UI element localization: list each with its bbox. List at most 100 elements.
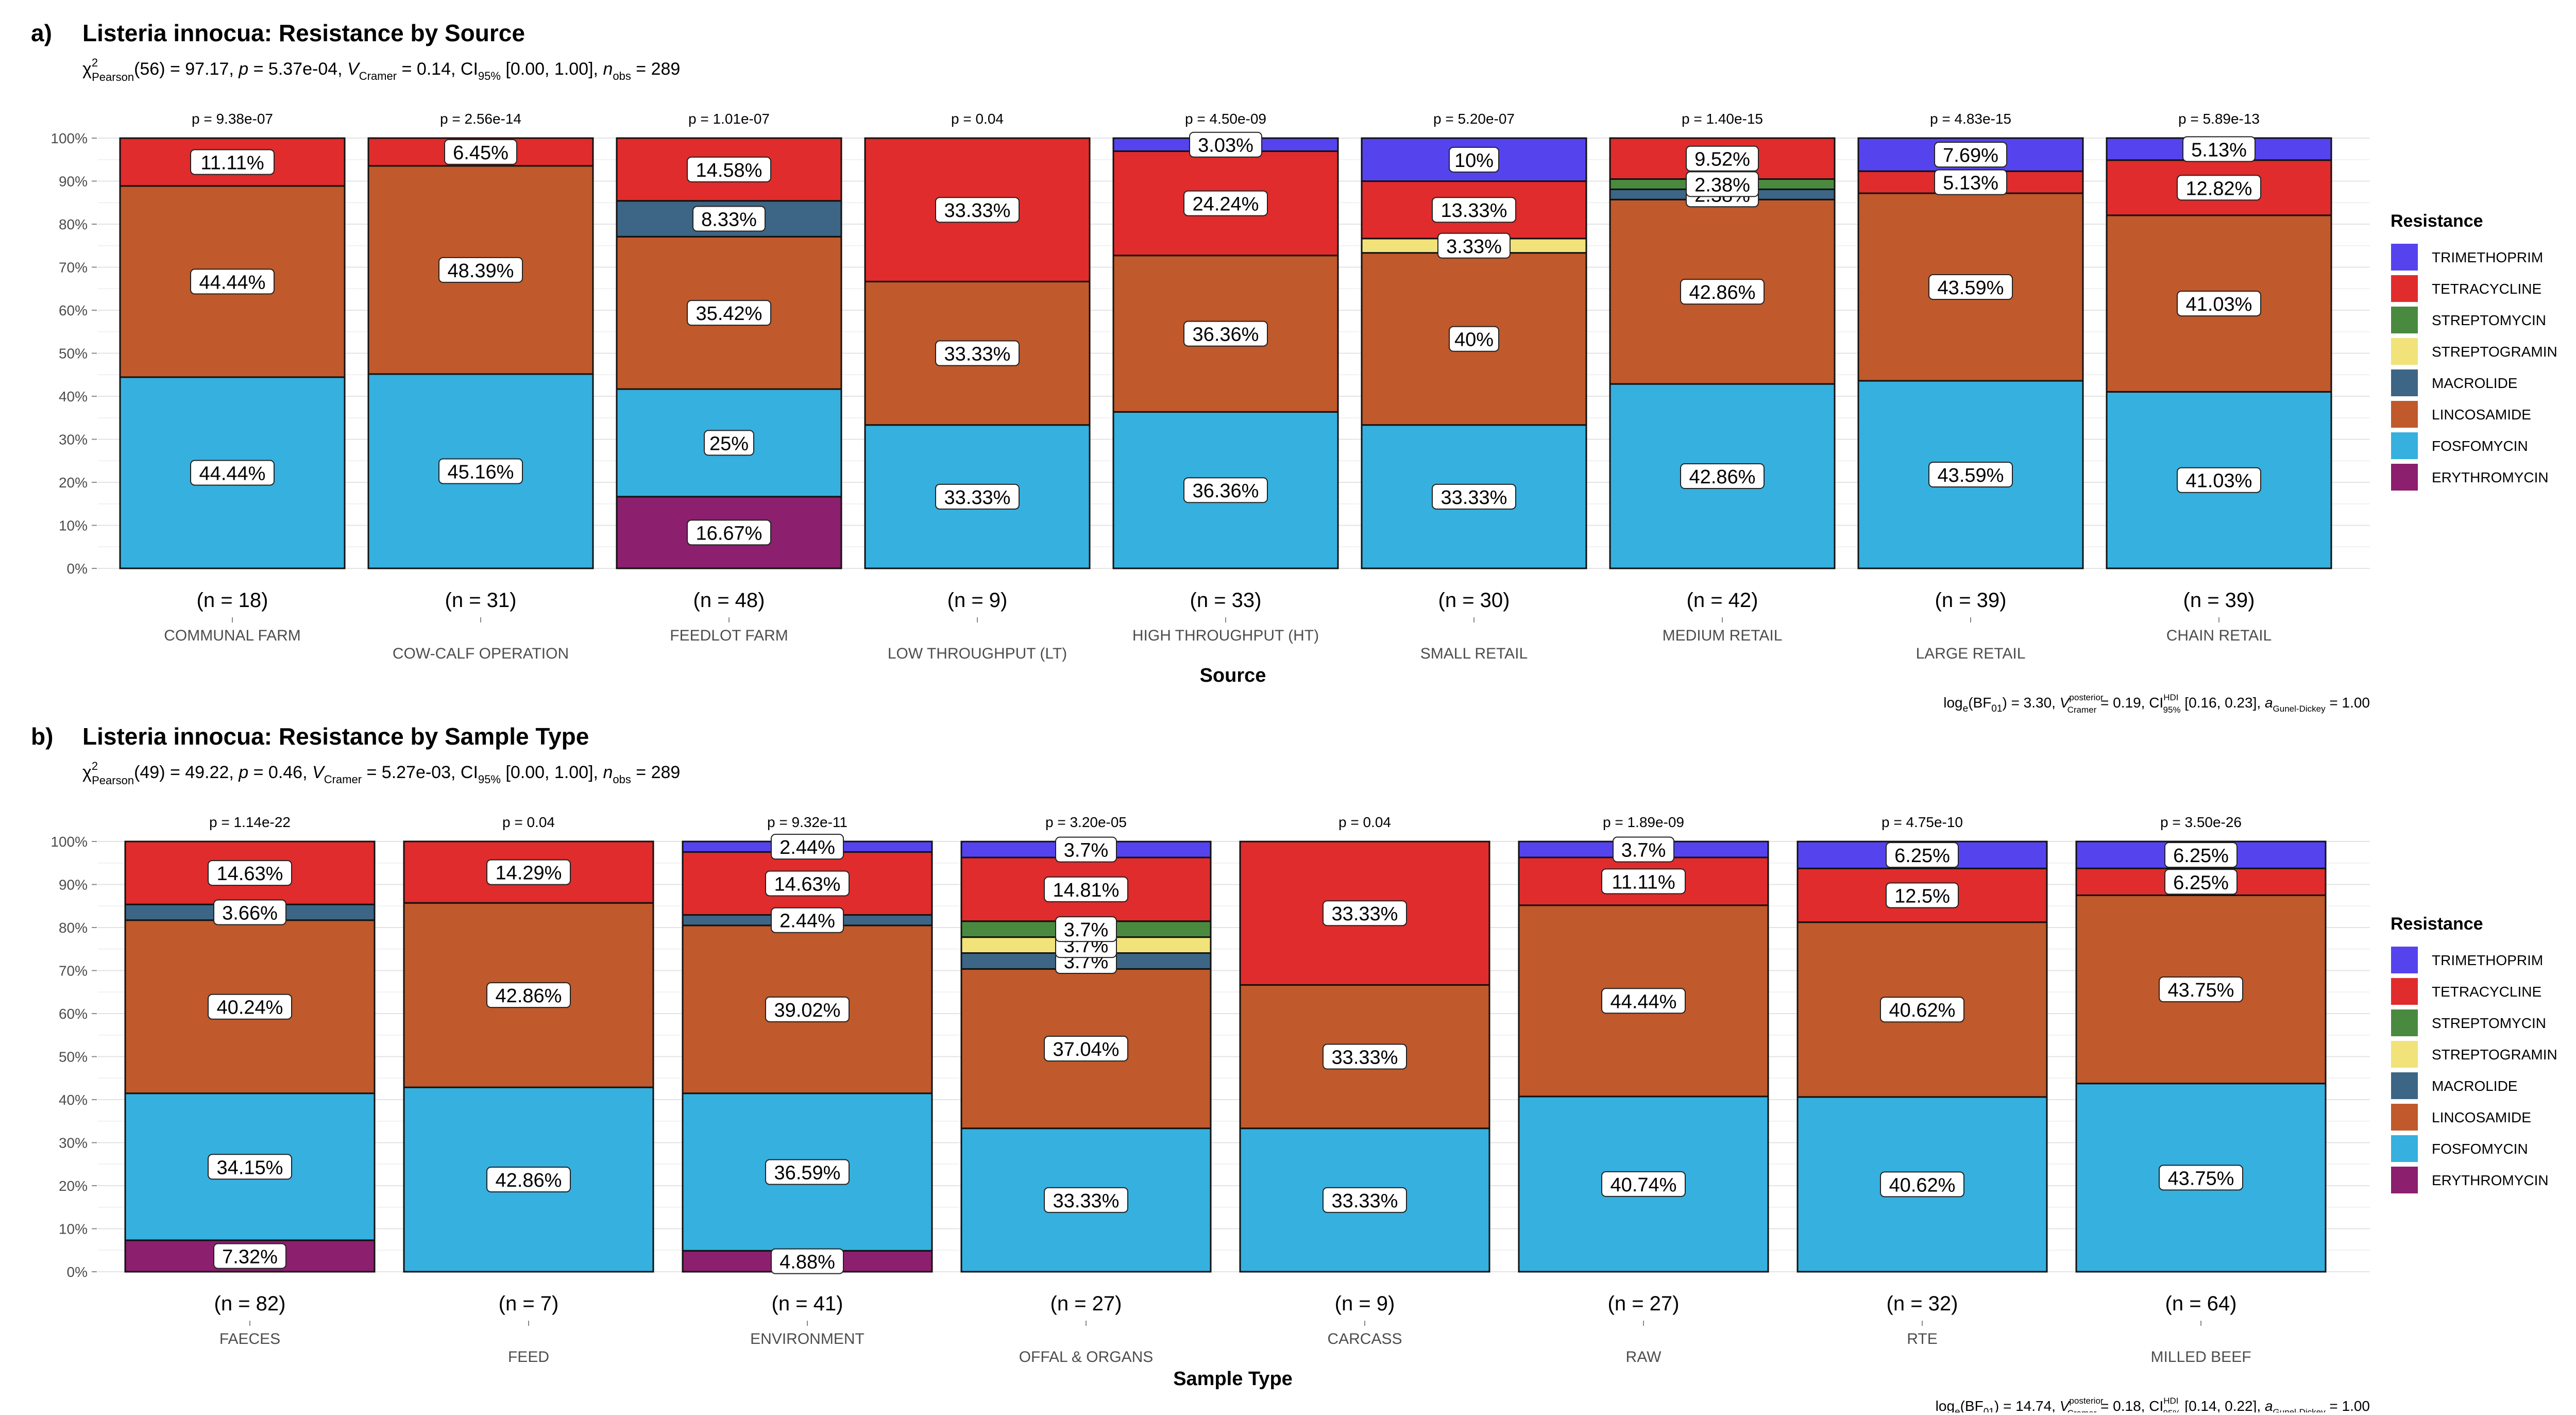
- p-value-label: p = 0.04: [502, 814, 555, 830]
- data-label: 14.58%: [696, 160, 762, 181]
- data-label-box: [2182, 136, 2256, 162]
- data-label-box: [2177, 467, 2261, 493]
- legend-label: ERYTHROMYCIN: [2432, 469, 2549, 485]
- p-value-label: p = 9.38e-07: [192, 111, 273, 127]
- data-label-box: [1183, 190, 1268, 216]
- legend-label: FOSFOMYCIN: [2432, 1141, 2528, 1157]
- data-label-box: [2177, 291, 2261, 317]
- p-value-label: p = 1.14e-22: [209, 814, 291, 830]
- legend-swatch: [2390, 337, 2419, 366]
- n-label: (n = 18): [197, 589, 268, 612]
- legend-label: TETRACYCLINE: [2432, 984, 2541, 1000]
- data-label-box: [1183, 321, 1268, 347]
- p-value-label: p = 0.04: [1338, 814, 1391, 830]
- y-tick-label: 80%: [59, 920, 88, 936]
- y-tick-label: 100%: [50, 130, 88, 146]
- data-label: 14.63%: [774, 873, 841, 895]
- y-tick-label: 40%: [59, 1092, 88, 1108]
- data-label: 3.66%: [222, 902, 278, 924]
- data-label-box: [486, 859, 571, 885]
- chart-subtitle-stats: χ2 Pearson(49) = 49.22, p = 0.46, VCramer…: [82, 760, 680, 787]
- n-label: (n = 30): [1438, 589, 1510, 612]
- data-label: 42.86%: [496, 1170, 562, 1191]
- x-tick-label: FAECES: [219, 1330, 280, 1347]
- data-label: 40.24%: [217, 997, 283, 1019]
- x-tick-label: MEDIUM RETAIL: [1663, 627, 1783, 644]
- p-value-label: p = 4.83e-15: [1930, 111, 2011, 127]
- x-tick-label: ENVIRONMENT: [750, 1330, 865, 1347]
- legend-label: STREPTOGRAMIN: [2432, 344, 2557, 360]
- legend-label: TETRACYCLINE: [2432, 281, 2541, 297]
- data-label-box: [1432, 483, 1516, 510]
- legend-swatch: [2390, 368, 2419, 397]
- legend-label: ERYTHROMYCIN: [2432, 1172, 2549, 1188]
- x-tick-label: RAW: [1626, 1349, 1662, 1366]
- data-label: 33.33%: [1053, 1190, 1120, 1212]
- p-value-label: p = 0.04: [951, 111, 1004, 127]
- y-tick-label: 70%: [59, 963, 88, 979]
- data-label-box: [1601, 868, 1686, 895]
- data-label: 3.7%: [1064, 840, 1109, 862]
- data-label-box: [190, 268, 275, 295]
- data-label: 11.11%: [1612, 871, 1675, 893]
- legend-swatch: [2390, 946, 2419, 974]
- x-tick-label: CARCASS: [1327, 1330, 1402, 1347]
- data-label: 42.86%: [1689, 466, 1756, 488]
- data-label-box: [1680, 279, 1765, 305]
- x-tick-label: RTE: [1907, 1330, 1937, 1347]
- bayes-caption: loge(BF01) = 3.30, Vposterior Cramer = 0.…: [1943, 693, 2370, 715]
- data-label-box: [687, 156, 771, 182]
- legend-swatch: [2390, 400, 2419, 429]
- p-value-label: p = 1.89e-09: [1603, 814, 1684, 830]
- x-axis-title: Source: [1200, 665, 1266, 686]
- y-tick-label: 50%: [59, 346, 88, 362]
- data-label: 6.25%: [2173, 872, 2229, 894]
- y-tick-label: 0%: [67, 1264, 88, 1280]
- data-label-box: [1601, 1171, 1686, 1197]
- n-label: (n = 39): [1935, 589, 2007, 612]
- n-label: (n = 27): [1608, 1292, 1680, 1315]
- x-tick-label: LOW THROUGHPUT (LT): [888, 645, 1067, 662]
- data-label: 40.62%: [1889, 1000, 1956, 1021]
- x-tick-label: SMALL RETAIL: [1420, 645, 1528, 662]
- data-label-box: [1934, 169, 2007, 195]
- data-label-box: [771, 1248, 844, 1274]
- legend-swatch: [2390, 1071, 2419, 1100]
- data-label: 6.25%: [2173, 845, 2229, 867]
- y-tick-label: 90%: [59, 174, 88, 190]
- legend-swatch: [2390, 274, 2419, 303]
- p-value-label: p = 9.32e-11: [767, 814, 848, 830]
- legend-label: STREPTOMYCIN: [2432, 1015, 2546, 1031]
- legend-label: STREPTOMYCIN: [2432, 312, 2546, 328]
- data-label: 48.39%: [448, 260, 514, 282]
- legend-label: TRIMETHOPRIM: [2432, 952, 2543, 968]
- x-tick-label: MILLED BEEF: [2150, 1349, 2251, 1366]
- n-label: (n = 32): [1887, 1292, 1958, 1315]
- chart-panel-1: b) Listeria innocua: Resistance by Sample…: [31, 723, 2557, 1415]
- data-label-box: [208, 860, 292, 886]
- data-label: 41.03%: [2186, 294, 2252, 315]
- data-label: 5.13%: [1943, 173, 1998, 194]
- data-label: 5.13%: [2191, 139, 2247, 161]
- data-label-box: [213, 1243, 286, 1269]
- data-label-box: [935, 197, 1020, 223]
- data-label: 40.62%: [1889, 1174, 1956, 1196]
- data-label: 2.44%: [779, 837, 835, 858]
- n-label: (n = 7): [499, 1292, 559, 1315]
- data-label-box: [1189, 131, 1262, 158]
- data-label-box: [1613, 836, 1674, 863]
- data-label: 33.33%: [944, 200, 1011, 222]
- data-label: 8.33%: [701, 209, 757, 231]
- data-label: 42.86%: [1689, 282, 1756, 304]
- legend-swatch: [2390, 1008, 2419, 1037]
- p-value-label: p = 4.75e-10: [1882, 814, 1963, 830]
- data-label: 33.33%: [1332, 1047, 1398, 1069]
- y-tick-label: 20%: [59, 475, 88, 491]
- data-label-box: [1449, 326, 1499, 352]
- data-label-box: [2164, 842, 2238, 868]
- x-tick-label: CHAIN RETAIL: [2166, 627, 2272, 644]
- data-label: 43.59%: [1938, 465, 2004, 486]
- data-label: 43.59%: [1938, 277, 2004, 299]
